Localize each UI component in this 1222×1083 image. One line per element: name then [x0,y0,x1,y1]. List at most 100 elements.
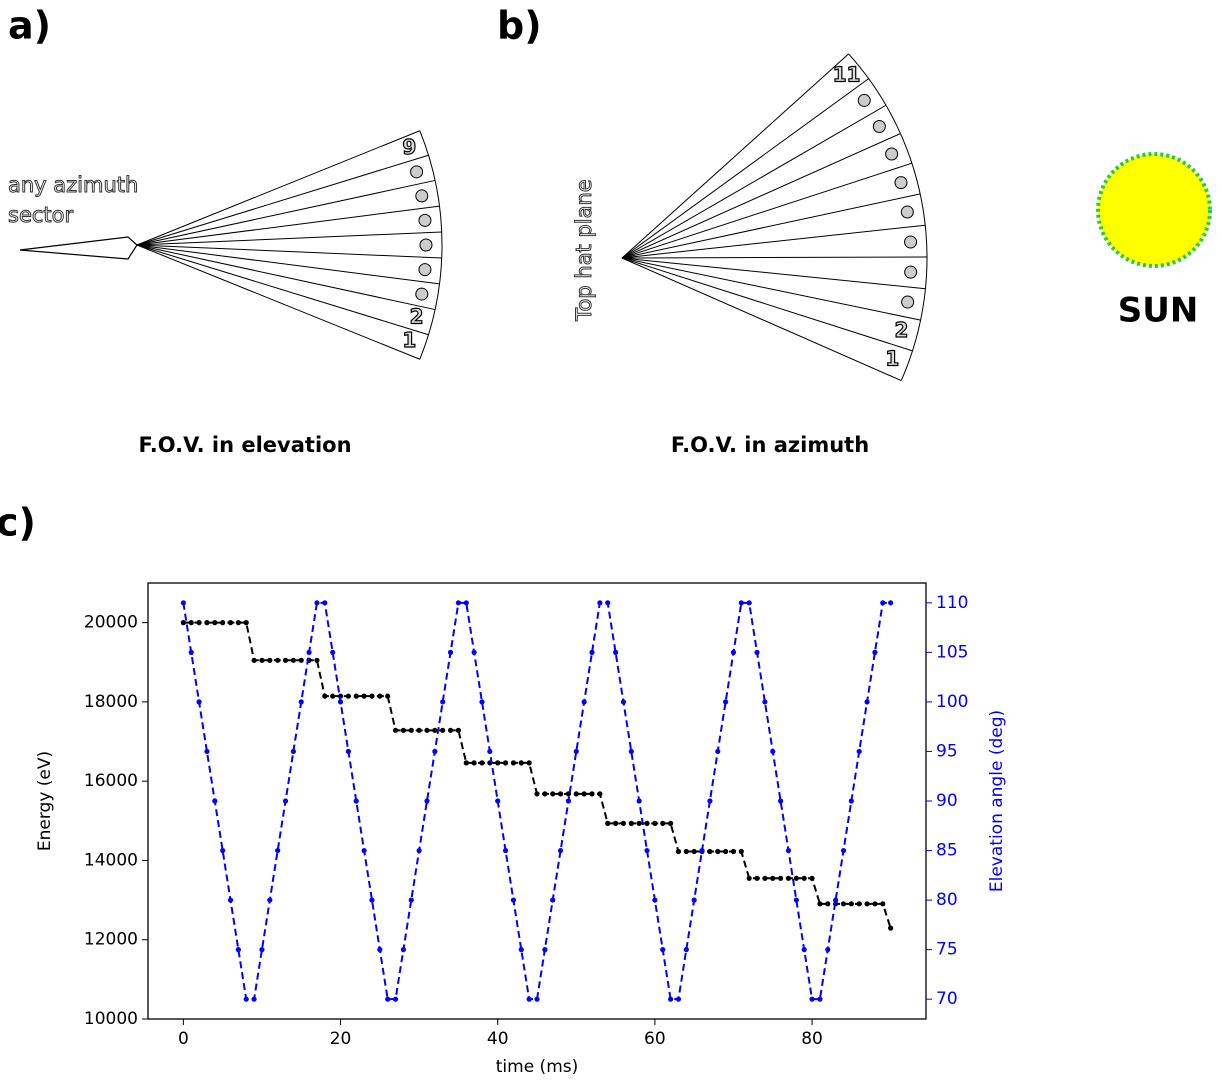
y2-tick-label: 90 [936,791,958,811]
data-point [455,727,462,733]
data-point [306,649,312,655]
data-point [848,798,854,804]
data-point [235,620,241,626]
sector-number: 2 [895,318,909,342]
data-point [872,901,878,907]
data-point [652,820,658,826]
sector-edge [621,224,926,259]
y-tick-label: 16000 [84,771,138,791]
data-point [227,620,234,626]
data-point [723,699,729,705]
data-point [345,693,351,699]
source-label: any azimuth [8,173,138,197]
data-point [660,820,666,826]
data-point [620,699,627,705]
data-point [872,649,878,655]
data-point [683,848,689,855]
sector-pixel [901,295,915,309]
data-point [400,727,407,733]
sector-edge [136,244,442,259]
data-point [636,820,642,826]
y2-tick-label: 95 [936,741,958,761]
data-point [243,620,249,626]
data-point [754,649,760,655]
data-point [526,760,532,766]
sector-pixel [418,213,432,227]
data-point [392,996,399,1002]
data-point [620,820,627,826]
data-point [612,820,619,826]
data-point [322,693,328,699]
data-point [385,996,391,1002]
data-point [487,748,493,755]
data-point [204,748,210,755]
y-tick-label: 12000 [84,930,138,950]
data-point [440,699,446,705]
data-point [809,875,815,881]
data-point [888,600,894,606]
data-point [298,657,304,663]
data-point [715,748,721,755]
data-point [550,791,556,797]
data-point [188,649,194,655]
data-point [707,848,713,855]
data-point [416,847,422,854]
sector-edge [136,244,420,360]
data-point [251,996,257,1002]
data-point [518,760,524,766]
sector-edge [136,244,429,336]
data-point [290,657,296,663]
data-point [353,798,359,804]
data-point [840,847,847,854]
y-tick-label: 20000 [84,613,138,633]
data-point [432,727,438,733]
x-tick-label: 0 [178,1029,189,1049]
data-point [227,897,234,903]
data-point [314,600,320,606]
sector-pixel [904,265,918,279]
data-point [856,748,862,755]
data-point [196,620,202,626]
data-point [385,693,391,699]
series-line [182,601,891,1001]
data-point [825,901,831,907]
sector-pixel [419,238,433,252]
sector-pixel [415,287,429,301]
plane-label: Top hat plane [572,179,596,321]
data-point [314,657,320,663]
data-point [463,600,469,606]
data-point [322,600,328,606]
data-point [243,996,249,1002]
data-point [416,727,422,733]
y2-tick-label: 70 [936,989,958,1009]
data-point [667,996,674,1002]
sector-pixel [418,263,432,277]
sector-edge [621,162,913,259]
data-point [282,798,289,804]
data-point [557,791,564,797]
y2-tick-label: 80 [936,890,958,910]
sector-edge [621,257,926,290]
data-point [644,847,650,854]
data-point [644,820,650,826]
data-point [746,875,752,881]
data-point [282,657,289,663]
data-point [557,847,564,854]
sector-arc [848,53,928,381]
data-point [754,875,760,881]
panel-label: b) [497,4,542,48]
data-point [707,798,713,804]
data-point [605,820,611,826]
sector-edge [621,257,902,382]
y-tick-label: 14000 [84,850,138,870]
data-point [330,649,336,655]
data-point [502,847,509,854]
sector-edge [136,244,436,311]
sector-edge [621,257,913,352]
panel-label: c) [0,501,36,545]
x-tick-label: 20 [330,1029,352,1049]
sector-edge [621,53,849,259]
data-point [715,848,721,855]
data-point [188,620,194,626]
data-point [667,820,674,826]
